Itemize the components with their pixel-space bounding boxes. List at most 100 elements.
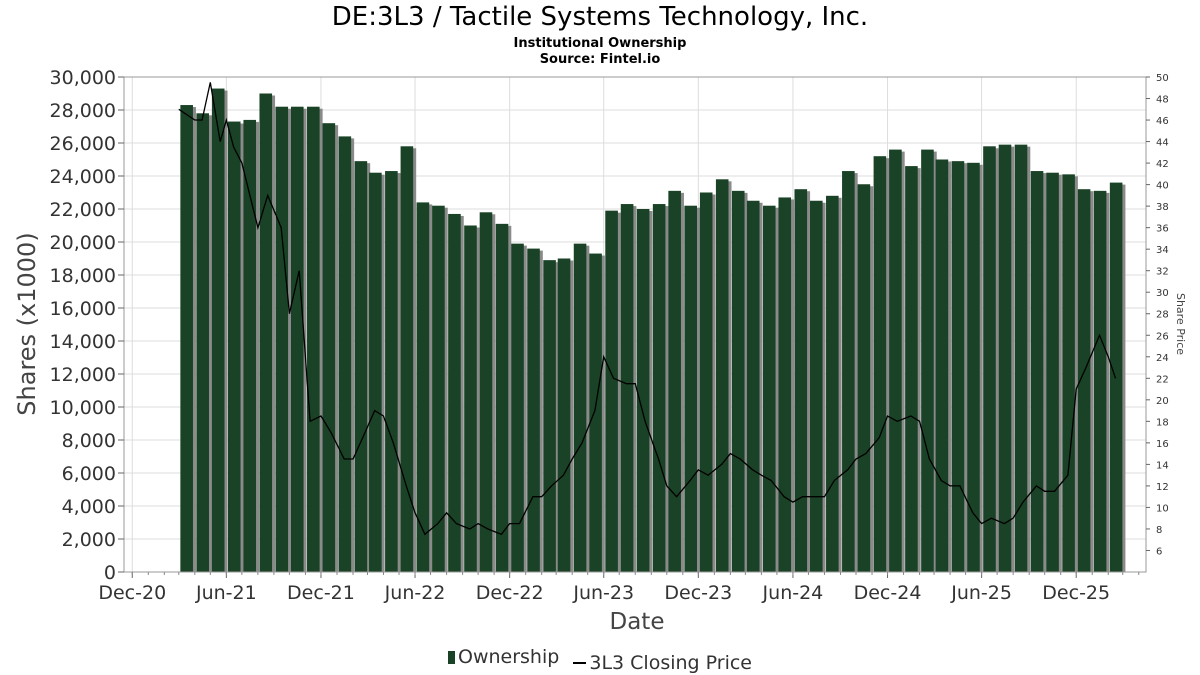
y-tick-label: 16,000 xyxy=(50,298,116,320)
ownership-bar xyxy=(951,161,965,572)
y2-tick-label: 12 xyxy=(1156,482,1169,493)
ownership-bar xyxy=(543,260,556,572)
y2-tick-label: 42 xyxy=(1156,159,1169,170)
y-tick-label: 18,000 xyxy=(50,265,116,287)
y2-axis-title: Share Price xyxy=(1174,293,1187,355)
ownership-bar xyxy=(605,210,618,572)
legend-item-ownership: Ownership xyxy=(447,646,560,668)
x-tick-label: Dec-21 xyxy=(287,582,355,604)
y2-tick-label: 34 xyxy=(1156,245,1169,256)
ownership-bar xyxy=(762,205,776,572)
y-tick-label: 8,000 xyxy=(62,430,116,452)
y-tick-label: 28,000 xyxy=(50,100,116,122)
y2-tick-label: 30 xyxy=(1156,288,1169,299)
ownership-bar xyxy=(731,190,745,572)
y2-tick-label: 14 xyxy=(1156,460,1169,471)
y2-tick-label: 28 xyxy=(1156,310,1169,321)
y-axis-right-ticks: 6 8 10 12 14 16 18 20 22 24 26 28 30 32 34 36 38 40 42 44 46… xyxy=(1146,73,1169,557)
ownership-bar xyxy=(668,190,681,572)
legend-label-ownership: Ownership xyxy=(457,646,560,668)
ownership-bar xyxy=(573,243,587,572)
ownership-bar xyxy=(259,93,273,572)
ownership-bar xyxy=(905,166,918,572)
ownership-bar xyxy=(369,172,382,572)
x-tick-label: Jun-23 xyxy=(572,582,634,604)
ownership-bar xyxy=(479,212,493,573)
legend-swatch-line xyxy=(573,661,587,664)
y-tick-label: 26,000 xyxy=(50,133,116,155)
x-tick-label: Jun-25 xyxy=(950,582,1012,604)
x-tick-label: Dec-22 xyxy=(476,582,544,604)
y-tick-label: 30,000 xyxy=(50,67,116,89)
ownership-bar xyxy=(527,248,540,572)
ownership-bar xyxy=(935,159,949,572)
ownership-bar xyxy=(511,243,524,572)
y-tick-label: 10,000 xyxy=(50,397,116,419)
ownership-bar xyxy=(826,195,839,573)
ownership-bar xyxy=(921,149,934,572)
x-tick-label: Dec-25 xyxy=(1042,582,1110,604)
ownership-bar xyxy=(873,156,887,572)
ownership-bar xyxy=(715,179,729,573)
chart-title: DE:3L3 / Tactile Systems Technology, Inc… xyxy=(331,2,869,32)
x-tick-label: Dec-24 xyxy=(854,582,922,604)
y2-tick-label: 10 xyxy=(1156,503,1169,514)
y-tick-label: 20,000 xyxy=(50,232,116,254)
ownership-bar xyxy=(354,161,368,572)
ownership-bar xyxy=(1014,144,1028,572)
ownership-bar xyxy=(400,146,414,573)
x-tick-label: Dec-23 xyxy=(664,582,732,604)
ownership-bar xyxy=(778,197,792,572)
ownership-bar xyxy=(227,121,241,573)
ownership-bar xyxy=(385,171,398,573)
ownership-bar xyxy=(1062,174,1075,572)
y-axis-left-ticks: 0 2,000 4,000 6,000 8,000 10,000 12,000 14,000 1… xyxy=(50,67,124,584)
ownership-bar xyxy=(746,200,760,572)
legend-label-price: 3L3 Closing Price xyxy=(589,651,753,674)
ownership-bar xyxy=(794,189,808,572)
ownership-bar xyxy=(557,258,571,572)
y2-tick-label: 38 xyxy=(1156,202,1169,213)
y2-tick-label: 40 xyxy=(1156,181,1169,192)
price-line xyxy=(178,82,1117,536)
ownership-bar xyxy=(1109,182,1123,572)
x-tick-label: Jun-21 xyxy=(195,582,257,604)
ownership-bar xyxy=(699,192,713,572)
y2-tick-label: 24 xyxy=(1156,353,1169,364)
ownership-bar xyxy=(620,204,634,573)
ownership-bar xyxy=(307,106,320,572)
ownership-bar xyxy=(1077,189,1091,572)
y-tick-label: 14,000 xyxy=(50,331,116,353)
legend-swatch-bar xyxy=(447,650,455,664)
y2-tick-label: 8 xyxy=(1156,525,1162,536)
y2-tick-label: 44 xyxy=(1156,138,1169,149)
y-tick-label: 6,000 xyxy=(62,463,116,485)
ownership-bar xyxy=(275,106,289,572)
ownership-bar xyxy=(180,105,193,573)
ownership-bar xyxy=(1046,172,1059,572)
x-tick-label: Dec-20 xyxy=(98,582,166,604)
ownership-bar xyxy=(243,119,257,573)
ownership-bar xyxy=(290,106,304,572)
y2-tick-label: 36 xyxy=(1156,224,1169,235)
ownership-bar xyxy=(652,204,666,573)
y2-tick-label: 32 xyxy=(1156,267,1169,278)
y2-tick-label: 48 xyxy=(1156,95,1169,106)
y2-tick-label: 18 xyxy=(1156,417,1169,428)
y2-tick-label: 50 xyxy=(1156,73,1169,84)
ownership-bar xyxy=(857,184,871,572)
y-tick-label: 12,000 xyxy=(50,364,116,386)
ownership-bar xyxy=(983,146,996,573)
y-tick-label: 24,000 xyxy=(50,166,116,188)
ownership-bar xyxy=(338,136,352,572)
ownership-bar xyxy=(842,171,855,573)
y-tick-label: 22,000 xyxy=(50,199,116,221)
ownership-bar xyxy=(196,113,209,573)
y2-tick-label: 20 xyxy=(1156,396,1169,407)
y-axis-title: Shares (x1000) xyxy=(13,232,41,415)
ownership-bar xyxy=(1030,171,1044,573)
legend-item-price: 3L3 Closing Price xyxy=(573,652,752,674)
x-tick-label: Jun-24 xyxy=(762,582,824,604)
y2-tick-label: 46 xyxy=(1156,116,1169,127)
